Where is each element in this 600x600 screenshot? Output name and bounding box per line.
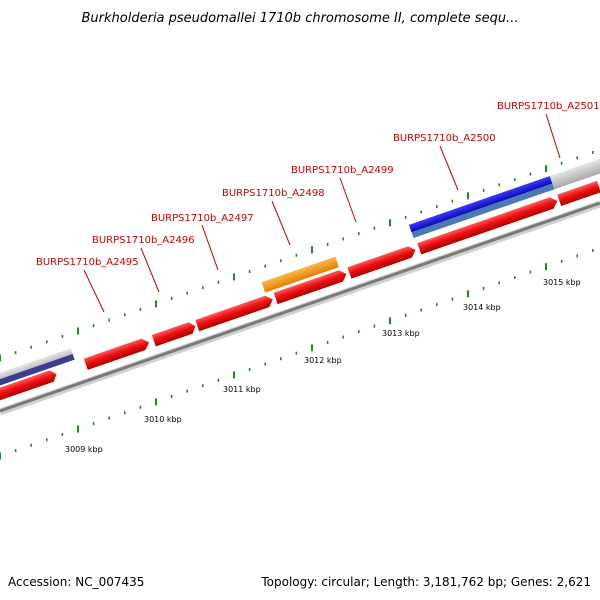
tick-row-upper	[0, 151, 594, 362]
leader-line	[140, 247, 160, 293]
leader-line	[83, 269, 105, 313]
gene-label-a2495[interactable]: BURPS1710b_A2495	[36, 257, 139, 268]
kbp-label: 3009 kbp	[65, 445, 103, 454]
gene-feature-a2494[interactable]	[0, 369, 58, 402]
kbp-label: 3014 kbp	[463, 303, 501, 312]
leader-line	[201, 224, 219, 271]
kbp-label: 3015 kbp	[543, 278, 581, 287]
kbp-label: 3010 kbp	[144, 415, 182, 424]
gene-feature-a2498[interactable]	[273, 268, 349, 305]
gene-feature-a2501[interactable]	[557, 180, 600, 206]
steelblue-feature[interactable]	[411, 183, 556, 239]
kbp-label: 3013 kbp	[382, 329, 420, 338]
leader-line	[545, 113, 561, 159]
tick-row-lower	[0, 249, 594, 460]
leader-line	[271, 200, 291, 246]
blue-feature[interactable]	[408, 175, 554, 233]
map-title: Burkholderia pseudomallei 1710b chromoso…	[82, 11, 519, 26]
gene-label-a2497[interactable]: BURPS1710b_A2497	[151, 213, 254, 224]
gene-label-a2500[interactable]: BURPS1710b_A2500	[393, 133, 496, 144]
gene-feature-a2495[interactable]	[83, 337, 151, 370]
kbp-labels: 3009 kbp 3010 kbp 3011 kbp 3012 kbp 3013…	[65, 278, 581, 454]
backbone-line	[0, 201, 600, 413]
gene-label-a2499[interactable]: BURPS1710b_A2499	[291, 165, 394, 176]
accession-text: Accession: NC_007435	[8, 575, 144, 589]
gene-labels: BURPS1710b_A2495 BURPS1710b_A2496 BURPS1…	[36, 101, 600, 313]
genome-summary-text: Topology: circular; Length: 3,181,762 bp…	[260, 575, 591, 589]
grey-feature-right[interactable]	[549, 149, 600, 190]
gene-feature-a2500[interactable]	[417, 195, 559, 255]
track-group	[0, 149, 600, 460]
kbp-label: 3012 kbp	[304, 356, 342, 365]
gene-feature-a2497[interactable]	[195, 294, 275, 332]
gene-feature-a2496[interactable]	[151, 321, 198, 347]
orange-feature[interactable]	[261, 256, 339, 293]
leader-line	[339, 177, 357, 223]
kbp-label: 3011 kbp	[223, 385, 261, 394]
gene-label-a2501[interactable]: BURPS1710b_A2501	[497, 101, 600, 112]
leader-line	[439, 145, 459, 191]
gene-feature-a2499[interactable]	[347, 244, 417, 279]
navy-feature-left[interactable]	[0, 353, 75, 390]
gene-label-a2498[interactable]: BURPS1710b_A2498	[222, 188, 325, 199]
gene-label-a2496[interactable]: BURPS1710b_A2496	[92, 235, 195, 246]
